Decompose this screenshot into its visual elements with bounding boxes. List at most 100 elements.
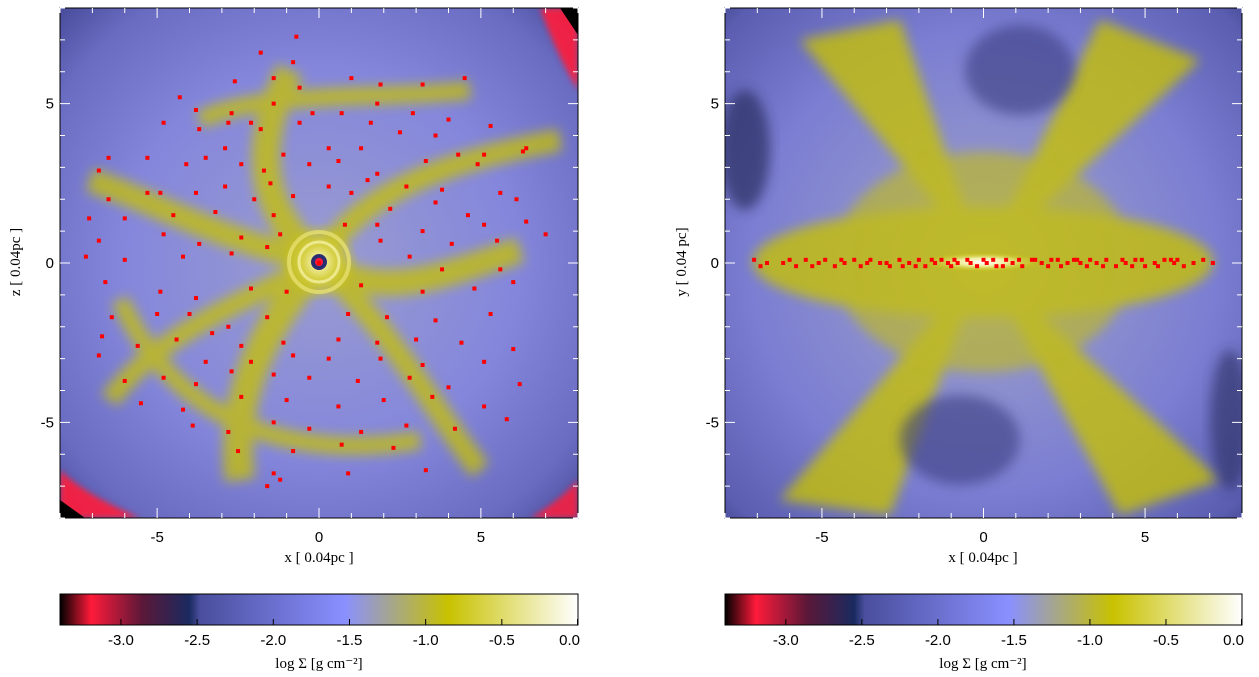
right-sink-particles <box>752 257 1215 269</box>
sink-particle <box>420 82 425 87</box>
colorbar-tick-label: 0.0 <box>559 632 580 649</box>
sink-particle <box>482 222 487 227</box>
sink-particle <box>291 194 296 199</box>
sink-particle <box>1101 264 1106 269</box>
sink-particle <box>410 111 415 116</box>
sink-particle <box>1094 261 1099 265</box>
colorbar-tick-label: -2.0 <box>260 632 286 649</box>
sink-particle <box>440 267 445 272</box>
sink-particle <box>884 261 889 265</box>
sink-particle <box>229 251 234 256</box>
sink-particle <box>96 353 101 358</box>
sink-particle <box>375 222 380 227</box>
sink-particle <box>278 232 283 237</box>
sink-particle <box>945 261 950 265</box>
sink-particle <box>317 261 321 265</box>
sink-particle <box>433 200 438 205</box>
sink-particle <box>1104 257 1109 262</box>
right-x-axis-label: x [ 0.04pc ] <box>948 550 1017 566</box>
sink-particle <box>1020 264 1025 269</box>
sink-particle <box>355 378 360 383</box>
colorbar-tick-label: -2.5 <box>849 632 875 649</box>
sink-particle <box>229 111 234 116</box>
sink-particle <box>261 168 266 173</box>
sink-particle <box>543 232 548 237</box>
sink-particle <box>171 213 176 218</box>
sink-particle <box>430 394 435 399</box>
sink-particle <box>158 190 163 195</box>
sink-particle <box>326 146 331 151</box>
sink-particle <box>420 229 425 234</box>
sink-particle <box>271 101 276 106</box>
sink-particle <box>193 296 198 301</box>
left-axes: -5 0 5 -5 0 5 <box>41 7 579 546</box>
sink-particle <box>839 257 844 262</box>
sink-particle <box>368 120 373 125</box>
sink-particle <box>197 127 202 132</box>
sink-particle <box>816 261 821 265</box>
sink-particle <box>106 155 111 160</box>
colorbar-tick-label: -1.0 <box>1077 632 1103 649</box>
sink-particle <box>1143 264 1148 269</box>
right-map-image <box>725 8 1242 518</box>
y-tick-label: 5 <box>46 96 54 113</box>
sink-particle <box>781 261 786 265</box>
sink-particle <box>423 468 428 473</box>
sink-particle <box>265 315 270 320</box>
sink-particle <box>420 363 425 367</box>
sink-particle <box>342 222 347 227</box>
sink-particle <box>177 95 182 100</box>
y-tick-label: -5 <box>706 414 719 431</box>
sink-particle <box>284 289 289 294</box>
sink-particle <box>939 257 944 262</box>
sink-particle <box>391 445 396 450</box>
sink-particle <box>187 312 192 316</box>
sink-particle <box>249 359 254 364</box>
colorbar-tick-label: 0.0 <box>1223 632 1244 649</box>
sink-particle <box>803 257 808 262</box>
sink-particle <box>359 429 364 434</box>
sink-particle <box>226 429 231 434</box>
sink-particle <box>326 356 331 361</box>
sink-particle <box>122 257 127 262</box>
sink-particle <box>449 241 454 246</box>
colorbar-tick-label: -0.5 <box>489 632 515 649</box>
sink-particle <box>433 133 438 138</box>
sink-particle <box>181 407 186 412</box>
sink-particle <box>472 286 477 291</box>
sink-particle <box>1071 257 1076 262</box>
sink-particle <box>858 264 863 269</box>
sink-particle <box>249 286 254 291</box>
sink-particle <box>452 426 457 431</box>
sink-particle <box>488 123 493 128</box>
sink-particle <box>524 146 529 151</box>
colorbar-tick-label: -2.0 <box>925 632 951 649</box>
sink-particle <box>511 280 516 285</box>
sink-particle <box>1000 264 1005 269</box>
sink-particle <box>236 449 241 454</box>
sink-particle <box>981 257 986 262</box>
sink-particle <box>145 155 150 160</box>
sink-particle <box>900 264 905 269</box>
colorbar-tick-label: -0.5 <box>1153 632 1179 649</box>
sink-particle <box>310 111 315 116</box>
sink-particle <box>433 318 438 323</box>
sink-particle <box>517 382 522 387</box>
sink-particle <box>810 264 815 269</box>
sink-particle <box>1059 264 1064 269</box>
sink-particle <box>258 127 263 132</box>
sink-particle <box>868 257 873 262</box>
sink-particle <box>375 101 380 106</box>
sink-particle <box>122 216 127 221</box>
sink-particle <box>378 356 383 361</box>
sink-particle <box>174 337 179 342</box>
sink-particle <box>271 213 276 218</box>
sink-particle <box>100 334 105 339</box>
sink-particle <box>475 162 480 167</box>
left-colorbar: -3.0 -2.5 -2.0 -1.5 -1.0 -0.5 0.0 log Σ [g cm⁻… <box>59 593 580 672</box>
left-x-axis-label: x [ 0.04pc ] <box>284 550 353 566</box>
sink-particle <box>878 261 883 265</box>
right-panel: -5 0 5 -5 0 5 x [ 0.04pc ] y [ 0.04 pc] <box>674 7 1243 566</box>
sink-particle <box>520 149 525 154</box>
